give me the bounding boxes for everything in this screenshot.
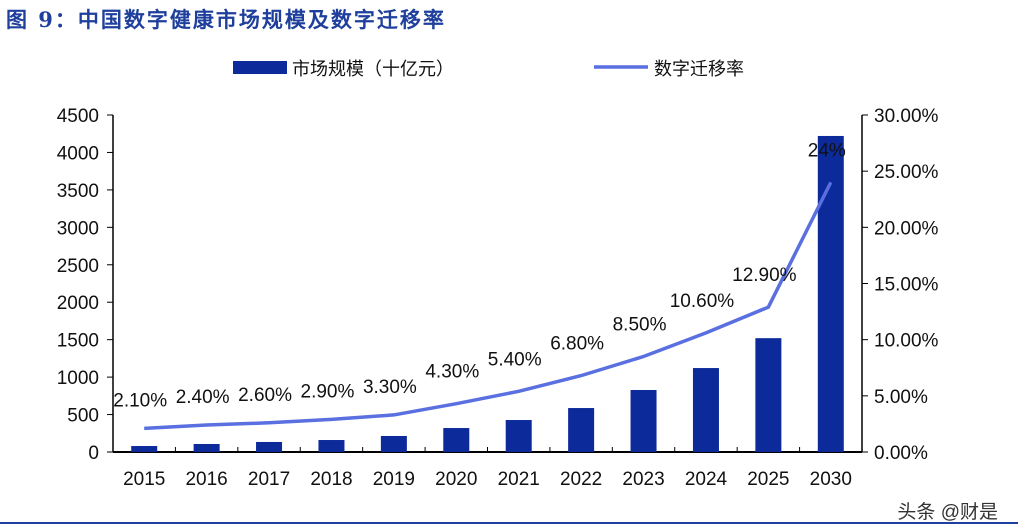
x-tick-label: 2021 <box>498 469 540 490</box>
bar <box>443 428 470 452</box>
left-tick-label: 2000 <box>57 293 99 314</box>
legend-line-label: 数字迁移率 <box>654 59 744 79</box>
left-tick-label: 2500 <box>57 256 99 277</box>
bar <box>505 420 532 452</box>
rate-label: 2.90% <box>301 381 355 402</box>
right-tick-label: 15.00% <box>874 275 939 296</box>
x-tick-label: 2016 <box>185 469 227 490</box>
right-tick-label: 30.00% <box>874 106 939 127</box>
left-tick-label: 1500 <box>57 331 99 352</box>
rate-label: 2.40% <box>176 387 230 408</box>
rate-label: 12.90% <box>732 265 797 286</box>
x-tick-label: 2019 <box>373 469 415 490</box>
bar <box>692 368 719 452</box>
legend-bar-label: 市场规模（十亿元） <box>292 59 454 79</box>
rate-line <box>144 181 833 431</box>
x-tick-label: 2023 <box>622 469 664 490</box>
left-tick-label: 3500 <box>57 181 99 202</box>
rate-label: 3.30% <box>363 377 417 398</box>
x-tick-label: 2015 <box>123 469 165 490</box>
bar <box>380 435 407 452</box>
x-tick-label: 2024 <box>685 469 728 490</box>
bar <box>256 441 283 452</box>
x-tick-label: 2022 <box>560 469 602 490</box>
left-tick-label: 1000 <box>57 368 99 389</box>
x-tick-label: 2025 <box>747 469 789 490</box>
divider <box>0 522 1018 524</box>
rate-label: 5.40% <box>488 349 542 370</box>
right-tick-label: 10.00% <box>874 331 939 352</box>
bar <box>131 446 158 452</box>
left-tick-label: 4000 <box>57 143 99 164</box>
rate-label: 2.10% <box>113 390 167 411</box>
right-tick-label: 5.00% <box>874 387 928 408</box>
rate-label: 2.60% <box>238 385 292 406</box>
bar <box>817 135 844 453</box>
x-tick-label: 2020 <box>435 469 477 490</box>
bar <box>755 338 782 452</box>
rate-label: 8.50% <box>613 315 667 336</box>
bar <box>568 408 595 452</box>
x-tick-label: 2017 <box>248 469 290 490</box>
bar <box>318 440 345 452</box>
x-tick-label: 2018 <box>310 469 352 490</box>
chart-title: 图 9：中国数字健康市场规模及数字迁移率 <box>6 7 446 32</box>
watermark: 头条 @财是 <box>897 502 998 523</box>
bar <box>630 389 657 452</box>
rate-label: 24% <box>808 140 846 161</box>
rate-label: 4.30% <box>425 362 479 383</box>
left-tick-label: 4500 <box>57 106 99 127</box>
left-tick-label: 3000 <box>57 218 99 239</box>
rate-label: 10.60% <box>670 291 735 312</box>
left-tick-label: 500 <box>67 406 99 427</box>
right-tick-label: 25.00% <box>874 162 939 183</box>
left-tick-label: 0 <box>88 443 99 464</box>
legend-bar-swatch <box>233 61 287 74</box>
right-tick-label: 20.00% <box>874 218 939 239</box>
bar <box>193 443 220 452</box>
rate-label: 6.80% <box>550 334 604 355</box>
x-tick-label: 2030 <box>810 469 852 490</box>
right-tick-label: 0.00% <box>874 443 928 464</box>
